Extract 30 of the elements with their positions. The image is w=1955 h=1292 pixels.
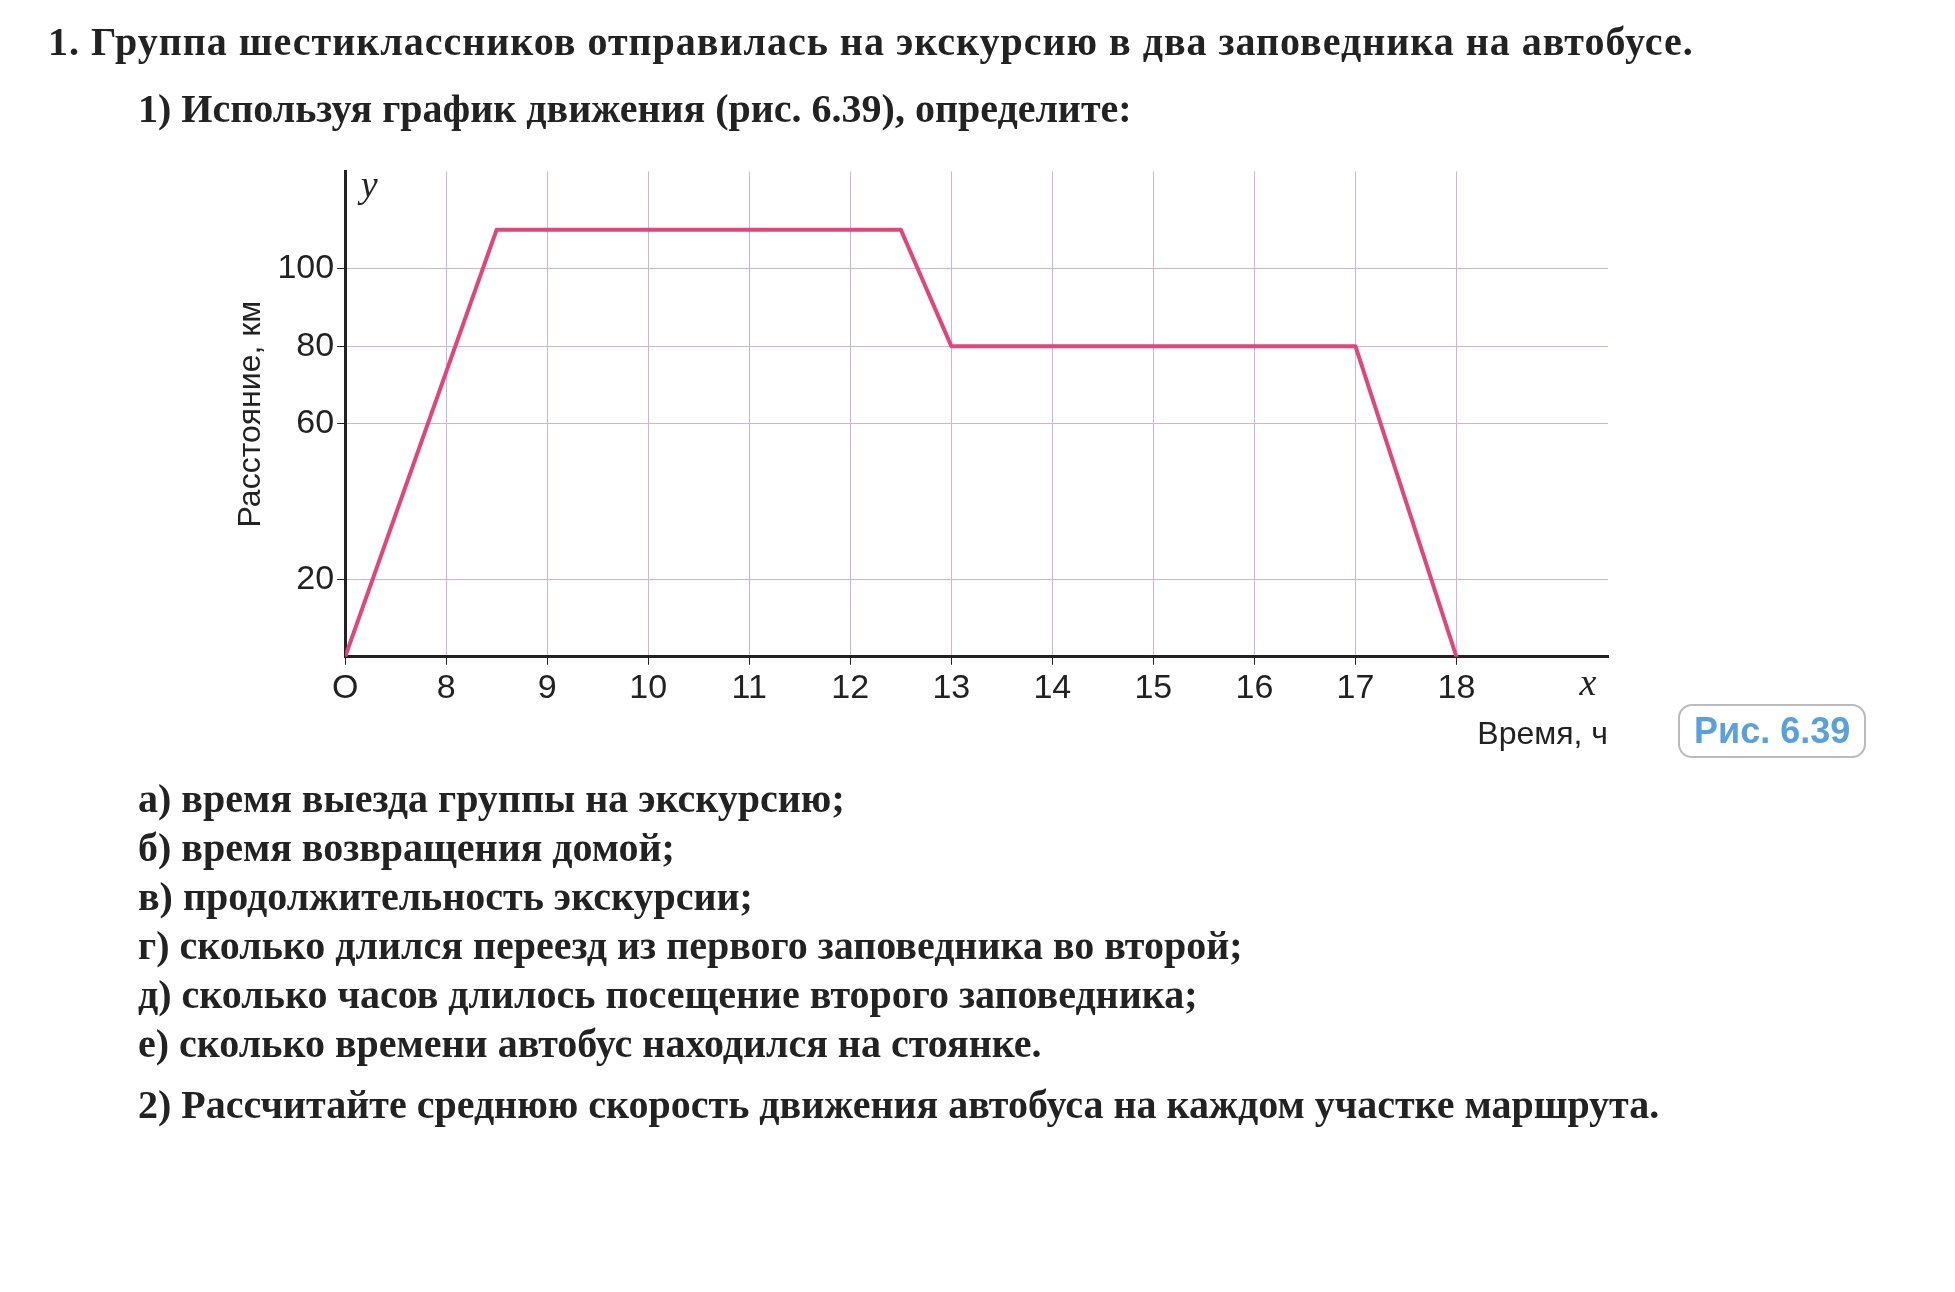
x-tick-label: 8 <box>436 666 456 705</box>
y-tick-label: 100 <box>277 246 335 285</box>
y-tick-label: 20 <box>296 557 335 596</box>
x-tick-label: 18 <box>1437 666 1476 705</box>
text: е) сколько времени автобус находился на стоянке. <box>138 1020 1043 1068</box>
text: г) сколько длился переезд из первого заповедника во второй; <box>138 922 1244 970</box>
y-tick-label: 80 <box>296 324 335 363</box>
x-tick-label: 14 <box>1033 666 1072 705</box>
x-tick-label: 9 <box>537 666 557 705</box>
text: 2) Рассчитайте среднюю скорость движения автобуса на каждом участке маршрута. <box>138 1081 1661 1129</box>
y-axis-title: Расстояние, км <box>231 300 268 528</box>
text: Рис. 6.39 <box>1678 704 1867 758</box>
x-tick-label: 15 <box>1134 666 1173 705</box>
text: д) сколько часов длилось посещение второго заповедника; <box>138 971 1199 1019</box>
text: а) время выезда группы на экскурсию; <box>138 775 846 823</box>
x-tick-label: 17 <box>1336 666 1375 705</box>
chart-title: 1. Группа шестиклассников отправилась на экскурсию в два заповедника на автобусе. <box>48 18 1695 65</box>
text: в) продолжительность экскурсии; <box>138 873 754 921</box>
y-tick-label: 60 <box>296 402 335 441</box>
x-tick-label: 16 <box>1235 666 1274 705</box>
x-tick-label: 10 <box>629 666 668 705</box>
x-tick-label: 13 <box>932 666 971 705</box>
text: б) время возвращения домой; <box>138 824 676 872</box>
x-tick-label: 12 <box>831 666 870 705</box>
annotation: y <box>356 163 378 206</box>
x-tick-label: 11 <box>731 666 767 705</box>
text: x <box>1578 660 1597 703</box>
chart-subtitle: 1) Используя график движения (рис. 6.39), определите: <box>138 85 1133 132</box>
x-axis-title: Время, ч <box>1477 714 1608 751</box>
x-tick-label: O <box>331 666 359 705</box>
